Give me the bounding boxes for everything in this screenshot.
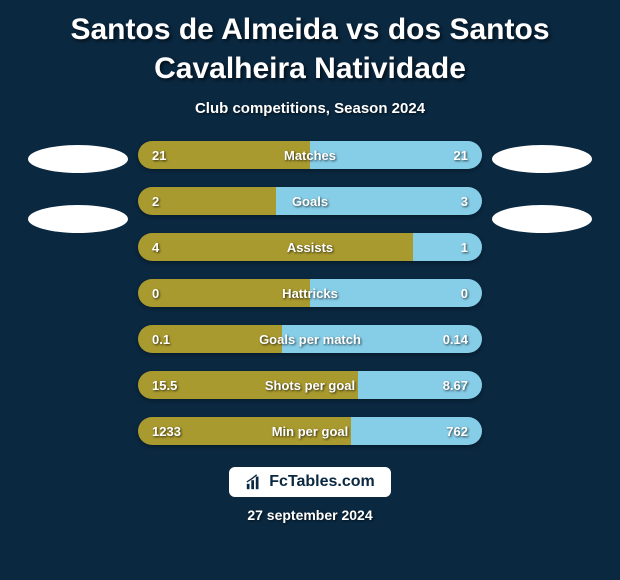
- stat-label: Hattricks: [282, 286, 338, 301]
- logo-box: FcTables.com: [229, 467, 391, 497]
- stat-right-value: 3: [461, 194, 468, 209]
- page-title: Santos de Almeida vs dos Santos Cavalhei…: [5, 10, 615, 88]
- page-subtitle: Club competitions, Season 2024: [195, 100, 425, 117]
- right-player-shapes: [492, 145, 592, 233]
- date-text: 27 september 2024: [247, 507, 372, 523]
- stat-row: 2 Goals 3: [138, 187, 482, 215]
- stat-overlay: 0 Hattricks 0: [138, 279, 482, 307]
- stat-label: Min per goal: [272, 424, 349, 439]
- stat-left-value: 0.1: [152, 332, 170, 347]
- stat-label: Matches: [284, 148, 336, 163]
- stat-left-value: 21: [152, 148, 166, 163]
- stat-left-value: 2: [152, 194, 159, 209]
- stat-row: 0.1 Goals per match 0.14: [138, 325, 482, 353]
- stat-overlay: 2 Goals 3: [138, 187, 482, 215]
- footer: FcTables.com 27 september 2024: [229, 467, 391, 523]
- stat-overlay: 15.5 Shots per goal 8.67: [138, 371, 482, 399]
- left-player-ellipse-1: [28, 145, 128, 173]
- stat-label: Shots per goal: [265, 378, 355, 393]
- stat-overlay: 21 Matches 21: [138, 141, 482, 169]
- stats-column: 21 Matches 21 2 Goals 3 4 Assists 1 0 Hattricks 0 0.…: [138, 141, 482, 445]
- stat-row: 0 Hattricks 0: [138, 279, 482, 307]
- stat-overlay: 1233 Min per goal 762: [138, 417, 482, 445]
- left-player-shapes: [28, 145, 128, 233]
- stat-left-value: 4: [152, 240, 159, 255]
- stat-right-value: 762: [446, 424, 468, 439]
- stat-right-value: 21: [454, 148, 468, 163]
- right-player-ellipse-1: [492, 145, 592, 173]
- stat-left-value: 15.5: [152, 378, 177, 393]
- stat-row: 1233 Min per goal 762: [138, 417, 482, 445]
- stat-right-value: 8.67: [443, 378, 468, 393]
- stats-wrapper: 21 Matches 21 2 Goals 3 4 Assists 1 0 Hattricks 0 0.…: [5, 141, 615, 445]
- stat-label: Assists: [287, 240, 333, 255]
- stat-label: Goals per match: [259, 332, 361, 347]
- right-player-ellipse-2: [492, 205, 592, 233]
- stat-right-value: 0.14: [443, 332, 468, 347]
- left-player-ellipse-2: [28, 205, 128, 233]
- stat-row: 15.5 Shots per goal 8.67: [138, 371, 482, 399]
- stat-left-value: 1233: [152, 424, 181, 439]
- comparison-card: Santos de Almeida vs dos Santos Cavalhei…: [0, 0, 620, 580]
- stat-right-value: 1: [461, 240, 468, 255]
- stat-overlay: 0.1 Goals per match 0.14: [138, 325, 482, 353]
- stat-right-value: 0: [461, 286, 468, 301]
- stat-label: Goals: [292, 194, 328, 209]
- chart-icon: [245, 473, 263, 491]
- stat-overlay: 4 Assists 1: [138, 233, 482, 261]
- stat-left-value: 0: [152, 286, 159, 301]
- stat-row: 4 Assists 1: [138, 233, 482, 261]
- logo-text: FcTables.com: [269, 473, 375, 491]
- stat-row: 21 Matches 21: [138, 141, 482, 169]
